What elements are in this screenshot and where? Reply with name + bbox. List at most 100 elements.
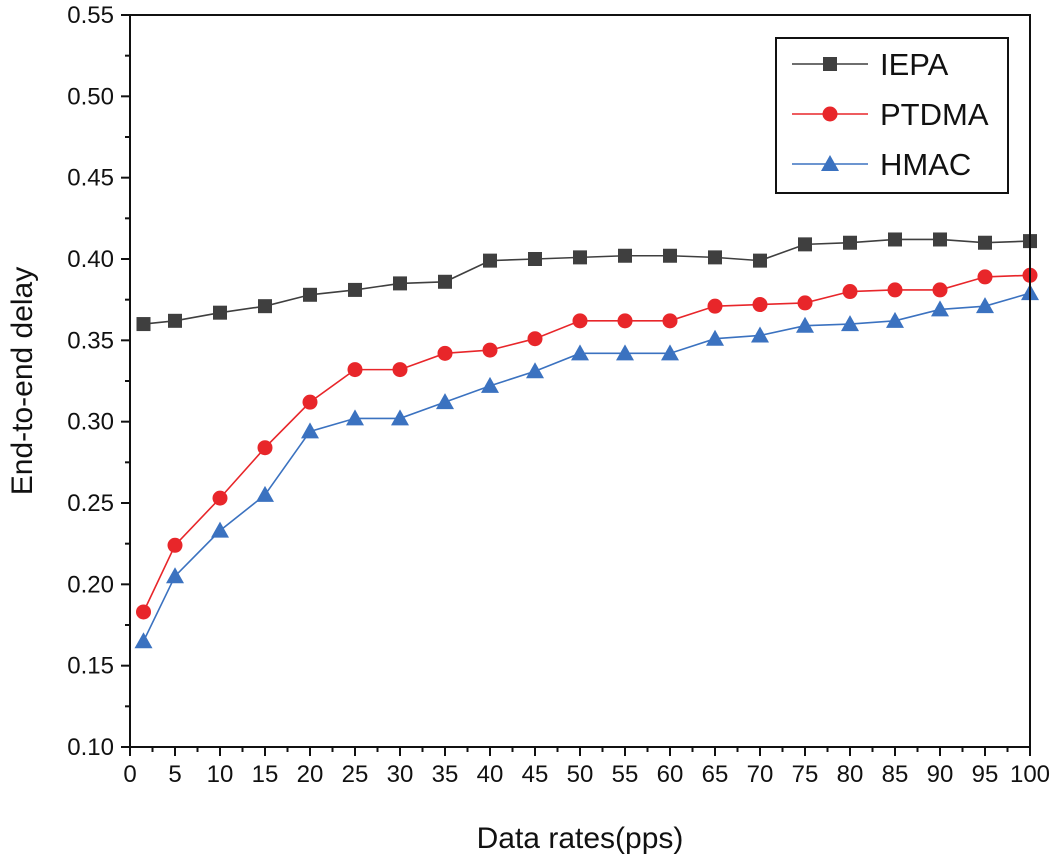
x-tick-label: 100 [1010, 761, 1050, 788]
y-tick-label: 0.40 [67, 246, 114, 273]
data-point-hmac [931, 300, 949, 317]
data-point-hmac [526, 362, 544, 379]
legend-label-iepa: IEPA [880, 47, 949, 82]
data-point-ptdma [977, 269, 993, 285]
data-point-ptdma [842, 284, 858, 300]
data-point-hmac [481, 376, 499, 393]
data-point-ptdma [932, 282, 948, 298]
y-tick-label: 0.45 [67, 165, 114, 192]
data-point-hmac [134, 632, 153, 649]
y-tick-label: 0.25 [67, 490, 114, 517]
data-point-hmac [796, 316, 814, 333]
data-point-ptdma [617, 313, 633, 329]
data-point-hmac [751, 326, 769, 343]
data-point-ptdma [257, 440, 273, 456]
data-point-iepa [303, 287, 317, 302]
data-point-hmac [211, 521, 229, 538]
x-tick-label: 90 [927, 761, 954, 788]
legend-marker-iepa [823, 57, 837, 71]
x-tick-label: 35 [432, 761, 459, 788]
data-point-ptdma [707, 298, 723, 314]
data-point-ptdma [527, 331, 543, 347]
data-point-iepa [393, 276, 407, 291]
legend-marker-hmac [821, 155, 839, 171]
data-point-iepa [978, 235, 992, 250]
legend-label-ptdma: PTDMA [880, 97, 989, 132]
x-tick-label: 75 [792, 761, 819, 788]
x-tick-label: 55 [612, 761, 639, 788]
x-tick-label: 45 [522, 761, 549, 788]
data-point-iepa [798, 237, 812, 252]
x-tick-label: 25 [342, 761, 369, 788]
legend-label-hmac: HMAC [880, 147, 971, 182]
x-axis-title: Data rates(pps) [477, 822, 684, 855]
data-point-hmac [256, 485, 274, 502]
data-point-iepa [136, 317, 151, 332]
x-tick-label: 10 [207, 761, 234, 788]
data-point-hmac [886, 311, 904, 328]
data-point-ptdma [482, 342, 498, 358]
data-point-iepa [618, 248, 632, 263]
data-point-ptdma [167, 537, 183, 553]
y-axis-title: End-to-end delay [6, 267, 39, 496]
data-point-iepa [663, 248, 677, 263]
data-point-hmac [706, 329, 724, 346]
data-point-hmac [346, 409, 364, 426]
series-layer [134, 232, 1039, 649]
data-point-iepa [708, 250, 722, 265]
x-tick-label: 85 [882, 761, 909, 788]
data-point-iepa [843, 235, 857, 250]
data-point-iepa [753, 253, 767, 268]
x-tick-label: 50 [567, 761, 594, 788]
data-point-hmac [436, 393, 454, 410]
data-point-ptdma [347, 362, 363, 378]
data-point-hmac [166, 567, 184, 584]
y-tick-label: 0.30 [67, 409, 114, 436]
data-point-iepa [888, 232, 902, 247]
y-tick-label: 0.20 [67, 571, 114, 598]
data-point-hmac [661, 344, 679, 361]
y-tick-label: 0.50 [67, 83, 114, 110]
axes-layer: 0 5 10 15 20 25 30 35 40 45 50 55 60 65 70 75 80 85 90 95 10… [67, 2, 1050, 788]
data-point-ptdma [212, 490, 228, 506]
data-point-ptdma [887, 282, 903, 298]
series-hmac [134, 284, 1039, 649]
series-ptdma [136, 267, 1038, 620]
data-point-hmac [976, 297, 994, 314]
data-point-ptdma [797, 295, 813, 311]
x-tick-label: 70 [747, 761, 774, 788]
x-tick-label: 0 [123, 761, 136, 788]
data-point-iepa [438, 274, 452, 289]
data-point-ptdma [437, 345, 453, 361]
x-tick-label: 40 [477, 761, 504, 788]
x-tick-label: 5 [168, 761, 181, 788]
data-point-ptdma [662, 313, 678, 329]
data-point-iepa [483, 253, 497, 268]
x-tick-label: 80 [837, 761, 864, 788]
data-point-ptdma [392, 362, 408, 378]
data-point-iepa [348, 282, 362, 297]
data-point-ptdma [572, 313, 588, 329]
data-point-iepa [528, 252, 542, 266]
data-point-ptdma [752, 297, 768, 313]
x-tick-label: 60 [657, 761, 684, 788]
data-point-hmac [571, 344, 589, 361]
data-point-iepa [933, 232, 947, 247]
x-tick-label: 15 [252, 761, 279, 788]
data-point-iepa [213, 305, 227, 320]
data-point-iepa [258, 299, 272, 314]
data-point-iepa [573, 250, 587, 265]
data-point-hmac [841, 315, 859, 332]
y-tick-label: 0.10 [67, 734, 114, 761]
x-tick-label: 30 [387, 761, 414, 788]
legend-marker-ptdma [822, 106, 838, 122]
data-point-ptdma [136, 604, 151, 620]
data-point-hmac [391, 409, 409, 426]
y-tick-label: 0.35 [67, 327, 114, 354]
x-tick-label: 65 [702, 761, 729, 788]
y-tick-label: 0.15 [67, 653, 114, 680]
data-point-iepa [168, 313, 182, 328]
series-line-hmac [142, 292, 1031, 642]
data-point-hmac [301, 422, 319, 439]
